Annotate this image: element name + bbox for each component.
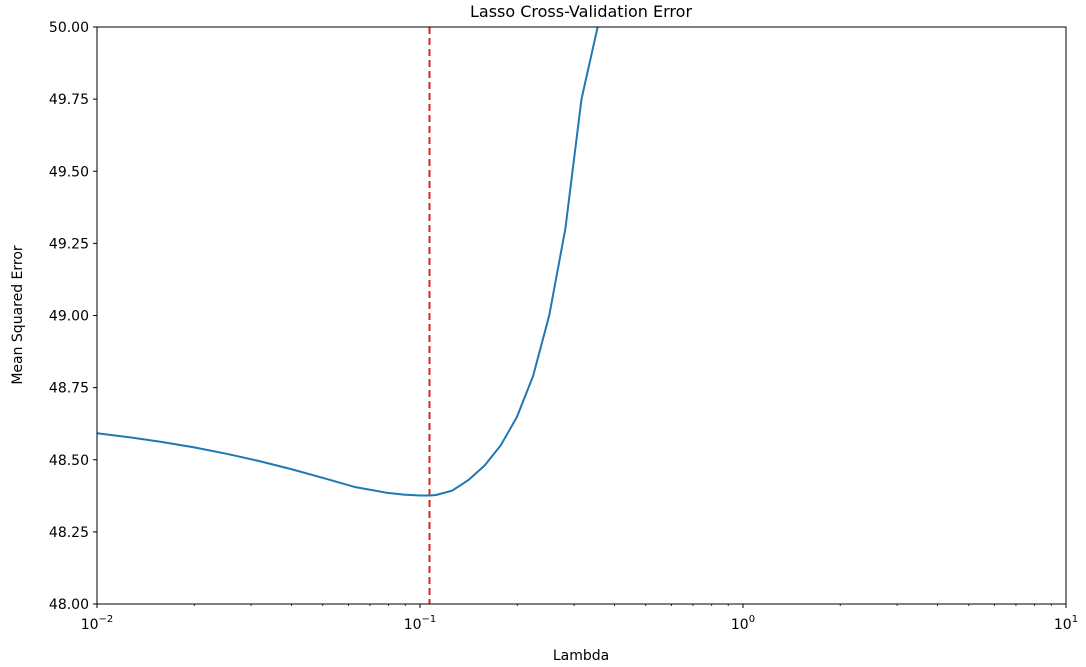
x-axis: 10−2 10−1 100 101 — [81, 604, 1078, 633]
y-tick-label: 48.75 — [49, 381, 89, 397]
y-tick-label: 49.00 — [49, 309, 89, 325]
x-axis-label: Lambda — [553, 648, 609, 664]
x-tick-label: 101 — [1054, 614, 1078, 633]
chart-title: Lasso Cross-Validation Error — [470, 2, 692, 21]
series-layer — [97, 27, 599, 497]
y-tick-label: 49.25 — [49, 236, 89, 252]
y-tick-label: 49.75 — [49, 92, 89, 108]
y-axis-label: Mean Squared Error — [10, 245, 26, 385]
x-tick-label: 10−2 — [81, 614, 114, 633]
x-tick-label: 100 — [731, 614, 755, 633]
y-tick-label: 49.50 — [49, 164, 89, 180]
y-tick-label: 48.00 — [49, 597, 89, 613]
y-tick-label: 48.25 — [49, 525, 89, 541]
y-axis: 48.00 48.25 48.50 48.75 49.00 49.25 49.50 49.75… — [49, 20, 97, 613]
y-tick-label: 48.50 — [49, 453, 89, 469]
series-line-0 — [97, 27, 599, 497]
y-tick-label: 50.00 — [49, 20, 89, 36]
x-tick-label: 10−1 — [404, 614, 437, 633]
